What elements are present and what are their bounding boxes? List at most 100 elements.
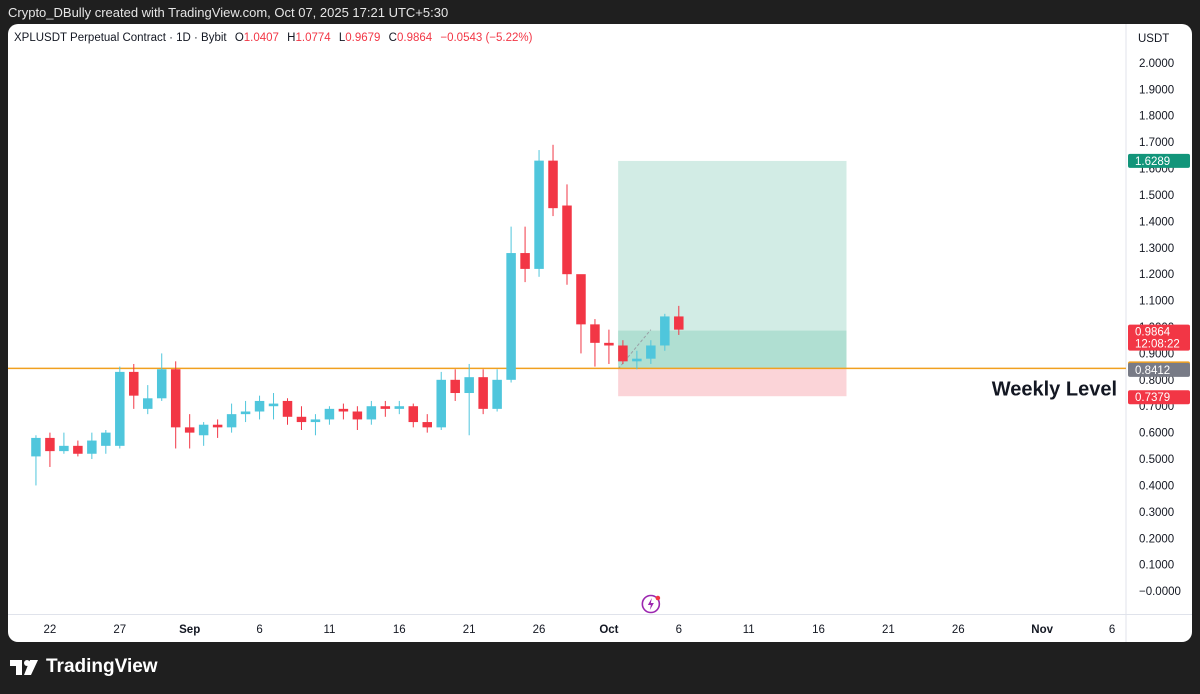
candle[interactable] xyxy=(562,205,572,275)
x-tick-label: 27 xyxy=(113,624,126,636)
candle[interactable] xyxy=(520,253,530,269)
candle[interactable] xyxy=(31,437,41,457)
candle[interactable] xyxy=(450,379,460,394)
notification-dot xyxy=(655,595,661,601)
candle[interactable] xyxy=(646,345,656,359)
change-value: −0.0543 (−5.22%) xyxy=(440,32,533,44)
stop-zone[interactable] xyxy=(618,368,847,397)
candle[interactable] xyxy=(660,316,670,346)
candle[interactable] xyxy=(338,408,349,412)
candle[interactable] xyxy=(366,406,377,420)
candle[interactable] xyxy=(73,445,83,454)
candle[interactable] xyxy=(198,424,209,436)
candle[interactable] xyxy=(296,416,307,423)
y-tick-label: 0.7000 xyxy=(1139,401,1174,413)
candle[interactable] xyxy=(170,369,181,428)
price-label-text-stop: 0.7379 xyxy=(1135,392,1170,404)
candle[interactable] xyxy=(478,377,488,409)
x-tick-label: 16 xyxy=(393,624,406,636)
y-tick-label: −0.0000 xyxy=(1139,586,1181,598)
candle[interactable] xyxy=(632,358,642,362)
candle[interactable] xyxy=(45,437,55,452)
chart-canvas[interactable]: Weekly Level2.00001.90001.80001.70001.60… xyxy=(8,24,1192,642)
price-label-tp xyxy=(1128,153,1190,168)
candle[interactable] xyxy=(422,422,433,428)
candle[interactable] xyxy=(534,160,544,269)
candle[interactable] xyxy=(129,371,139,396)
position-path-line xyxy=(617,329,652,370)
candle[interactable] xyxy=(101,432,111,446)
y-tick-label: 0.9000 xyxy=(1139,348,1174,360)
close-value: 0.9864 xyxy=(396,32,433,44)
y-tick-label: 1.9000 xyxy=(1139,84,1174,96)
close-label: C xyxy=(388,32,397,44)
price-label-text-last: 0.9864 xyxy=(1135,327,1171,339)
y-tick-label: 0.6000 xyxy=(1139,428,1174,440)
x-tick-label: 6 xyxy=(1109,624,1115,636)
y-tick-label: 0.4000 xyxy=(1139,480,1174,492)
x-tick-label: 11 xyxy=(323,624,335,636)
candle[interactable] xyxy=(226,414,237,428)
candle[interactable] xyxy=(464,377,474,394)
candle[interactable] xyxy=(576,274,586,325)
candle[interactable] xyxy=(212,424,223,428)
x-tick-label: Nov xyxy=(1031,624,1053,636)
x-tick-label: 26 xyxy=(533,624,546,636)
x-tick-label: 16 xyxy=(812,624,825,636)
lightning-glyph xyxy=(647,598,654,610)
y-tick-label: 0.8000 xyxy=(1139,375,1174,387)
candle[interactable] xyxy=(324,408,335,420)
candle[interactable] xyxy=(436,379,446,428)
candle[interactable] xyxy=(380,406,391,409)
candle[interactable] xyxy=(618,345,628,362)
y-tick-label: 1.2000 xyxy=(1139,269,1174,281)
candle[interactable] xyxy=(352,411,363,420)
brand-name: TradingView xyxy=(46,656,158,677)
candle[interactable] xyxy=(184,427,195,433)
lightning-icon[interactable] xyxy=(641,594,661,614)
candle[interactable] xyxy=(268,403,279,407)
candle[interactable] xyxy=(59,445,69,452)
x-tick-label: 21 xyxy=(882,624,895,636)
weekly-level-annotation: Weekly Level xyxy=(992,378,1117,400)
x-tick-label: 6 xyxy=(256,624,262,636)
chart-attribution: Crypto_DBully created with TradingView.c… xyxy=(8,5,449,20)
open-label: O xyxy=(234,32,244,44)
candle[interactable] xyxy=(408,406,419,423)
currency-label: USDT xyxy=(1138,33,1169,45)
high-value: 1.0774 xyxy=(295,32,331,44)
candle[interactable] xyxy=(674,316,684,330)
profit-fill-zone xyxy=(618,330,847,369)
candle[interactable] xyxy=(142,398,153,409)
y-tick-label: 0.3000 xyxy=(1139,507,1174,519)
candle[interactable] xyxy=(156,369,167,399)
candle[interactable] xyxy=(240,411,251,415)
symbol-name: XPLUSDT Perpetual Contract · 1D · Bybit xyxy=(14,32,227,44)
symbol-legend: XPLUSDT Perpetual Contract · 1D · Bybit … xyxy=(14,32,532,44)
x-tick-label: Oct xyxy=(599,624,618,636)
candle[interactable] xyxy=(604,342,614,346)
tradingview-logo[interactable]: TradingView xyxy=(10,656,158,678)
y-tick-label: 1.5000 xyxy=(1139,190,1174,202)
candle[interactable] xyxy=(282,400,293,417)
chart-panel[interactable]: Weekly Level 2.0000 1.9000 1.8000 1.7000 1.60… xyxy=(8,24,1192,642)
candle[interactable] xyxy=(87,440,97,454)
candle[interactable] xyxy=(115,371,125,446)
candle[interactable] xyxy=(254,400,265,412)
price-label-stop xyxy=(1128,390,1190,405)
x-tick-label: Sep xyxy=(179,624,200,636)
price-label-entry xyxy=(1128,362,1190,377)
candle[interactable] xyxy=(492,379,502,409)
candle[interactable] xyxy=(506,253,516,380)
candle[interactable] xyxy=(590,324,600,343)
tradingview-logo-icon xyxy=(10,660,38,675)
price-label-text-tp: 1.6289 xyxy=(1135,156,1170,168)
x-tick-label: 11 xyxy=(743,624,755,636)
footer-bar: TradingView xyxy=(0,642,1200,694)
candle[interactable] xyxy=(548,160,558,209)
open-value: 1.0407 xyxy=(243,32,279,44)
price-label-text-entry: 0.8412 xyxy=(1135,365,1170,377)
candle[interactable] xyxy=(310,419,321,423)
x-tick-label: 26 xyxy=(952,624,965,636)
candle[interactable] xyxy=(394,406,405,409)
